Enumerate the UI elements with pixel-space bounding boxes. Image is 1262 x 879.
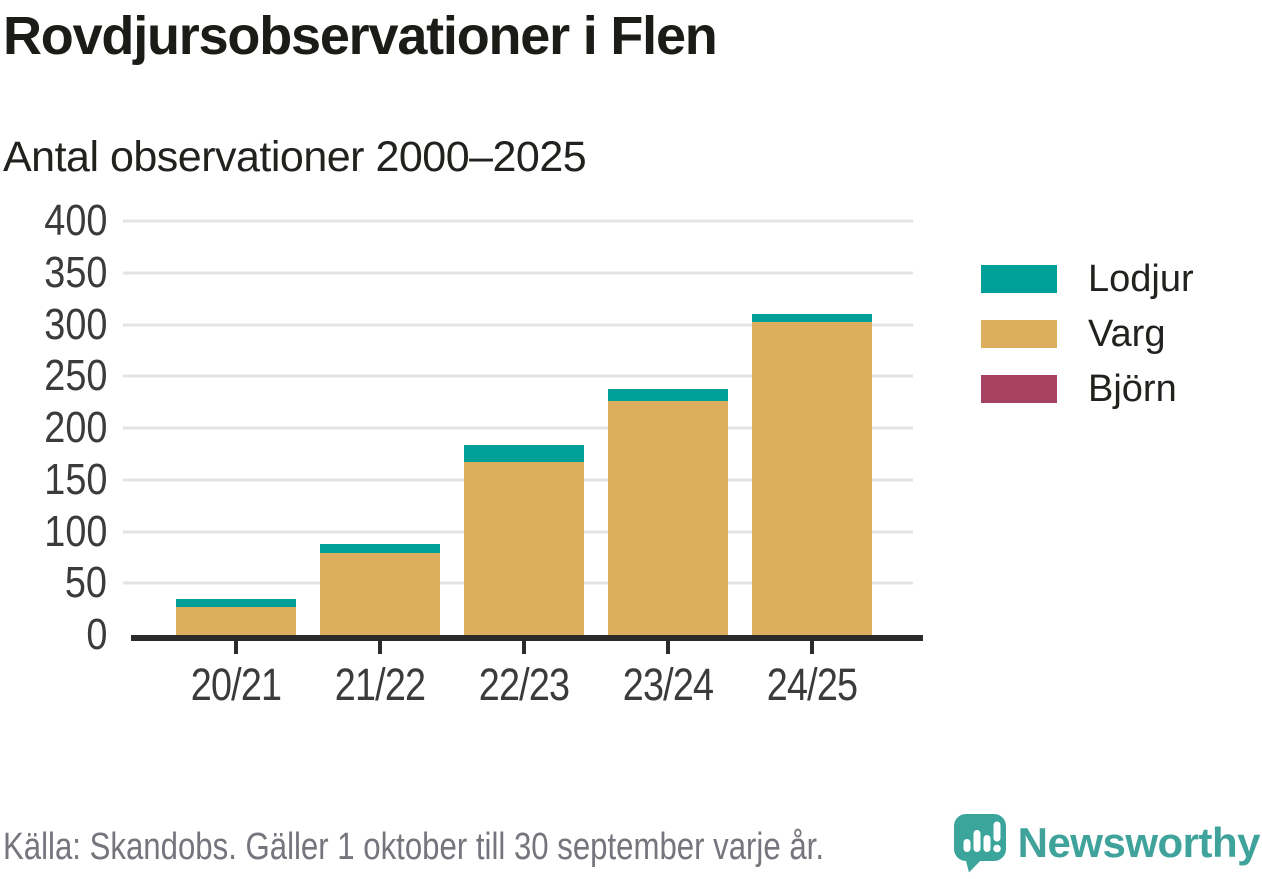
y-axis-labels: 0 50 100 150 200 250 300 350 400 — [0, 199, 107, 657]
y-tick-label-50: 50 — [64, 558, 107, 608]
x-tick-label-2021: 20/21 — [190, 659, 282, 710]
gridline-200 — [123, 426, 913, 430]
chart-subtitle: Antal observationer 2000–2025 — [3, 133, 587, 181]
bar-2324: 23/24 — [608, 221, 728, 707]
y-tick-label-150: 150 — [43, 454, 107, 504]
legend-swatch-varg — [981, 320, 1057, 348]
gridline-350 — [123, 271, 913, 275]
x-tick — [234, 641, 238, 654]
x-tick — [810, 641, 814, 654]
bar-segment-lodjur — [176, 598, 296, 608]
legend-label-lodjur: Lodjur — [1088, 258, 1194, 300]
brand-logo: Newsworthy — [953, 813, 1261, 873]
x-tick-label-2223: 22/23 — [478, 659, 570, 710]
legend-swatch-bjorn — [981, 375, 1057, 403]
newsworthy-logo-icon — [953, 814, 1006, 873]
brand-name: Newsworthy — [1017, 819, 1261, 866]
bar-segment-lodjur — [464, 444, 584, 463]
legend: Lodjur Varg Björn — [981, 260, 1194, 408]
x-tick — [666, 641, 670, 654]
plot-area: 20/21 21/22 22/23 23/24 24/25 — [123, 219, 923, 707]
bar-segment-varg — [176, 607, 296, 635]
bars-container: 20/21 21/22 22/23 23/24 24/25 — [176, 221, 872, 707]
y-tick-label-300: 300 — [43, 299, 107, 349]
legend-label-bjorn: Björn — [1088, 368, 1177, 410]
bar-segment-lodjur — [320, 543, 440, 554]
y-tick-label-400: 400 — [43, 196, 107, 245]
gridline-400 — [123, 219, 913, 223]
x-tick-label-2425: 24/25 — [766, 659, 858, 710]
chart-title: Rovdjursobservationer i Flen — [3, 6, 718, 66]
bar-segment-lodjur — [608, 388, 728, 402]
source-note: Källa: Skandobs. Gäller 1 oktober till 3… — [3, 826, 824, 869]
legend-item-varg: Varg — [981, 315, 1194, 353]
bar-2122: 21/22 — [320, 221, 440, 707]
x-tick-label-2324: 23/24 — [622, 659, 714, 710]
bar-segment-varg — [464, 462, 584, 635]
bar-2425: 24/25 — [752, 221, 872, 707]
bar-segment-varg — [752, 322, 872, 635]
x-tick — [522, 641, 526, 654]
bar-segment-varg — [320, 553, 440, 635]
x-axis-line — [131, 635, 923, 641]
bar-segment-varg — [608, 401, 728, 635]
bar-2021: 20/21 — [176, 221, 296, 707]
legend-item-lodjur: Lodjur — [981, 260, 1194, 298]
x-tick-label-2122: 21/22 — [334, 659, 426, 710]
legend-swatch-lodjur — [981, 265, 1057, 293]
y-tick-label-250: 250 — [43, 351, 107, 401]
gridline-300 — [123, 323, 913, 326]
legend-label-varg: Varg — [1088, 313, 1166, 355]
bar-segment-lodjur — [752, 314, 872, 323]
y-tick-label-100: 100 — [43, 506, 107, 556]
y-tick-label-200: 200 — [43, 403, 107, 452]
y-tick-label-350: 350 — [43, 247, 107, 297]
legend-item-bjorn: Björn — [981, 370, 1194, 408]
x-tick — [378, 641, 382, 654]
bar-2223: 22/23 — [464, 221, 584, 707]
gridline-250 — [123, 374, 913, 378]
y-tick-label-0: 0 — [85, 610, 107, 659]
